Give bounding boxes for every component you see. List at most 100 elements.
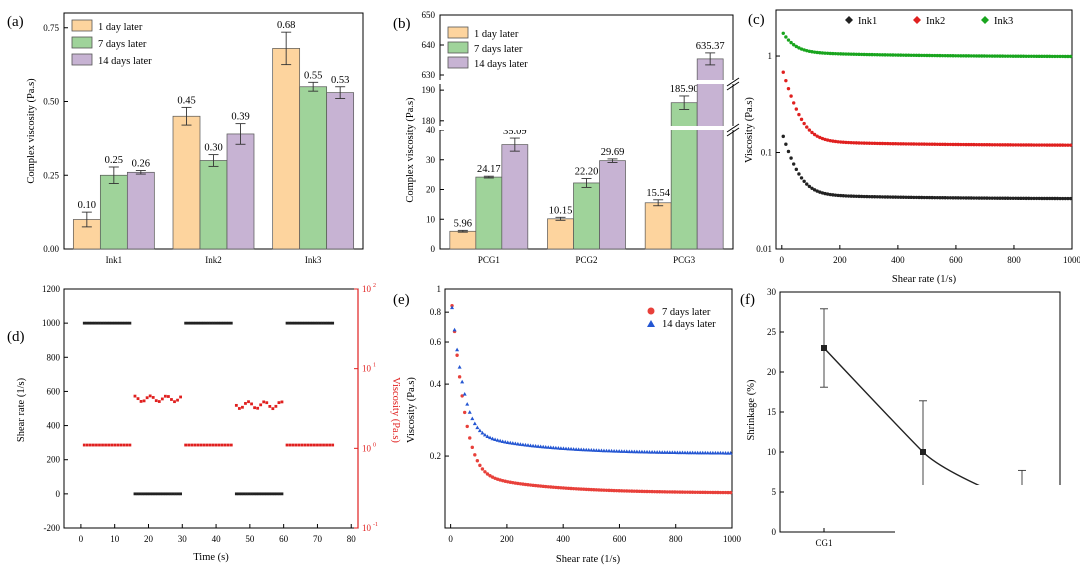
data-point bbox=[470, 416, 475, 421]
data-point bbox=[513, 441, 518, 446]
data-point bbox=[846, 52, 851, 56]
data-point bbox=[698, 450, 703, 455]
x-tick-label: 80 bbox=[347, 534, 357, 544]
data-point bbox=[1055, 196, 1060, 201]
shear-rate-point bbox=[174, 492, 177, 496]
data-point bbox=[899, 142, 903, 146]
bar bbox=[449, 230, 477, 250]
data-point bbox=[541, 484, 545, 489]
data-point bbox=[632, 449, 637, 454]
viscosity-point bbox=[316, 443, 319, 447]
data-point bbox=[1061, 196, 1065, 201]
shear-rate-point bbox=[133, 492, 137, 496]
legend-marker bbox=[913, 16, 921, 24]
viscosity-point bbox=[205, 443, 209, 447]
data-point bbox=[468, 436, 472, 440]
data-point bbox=[980, 196, 984, 200]
data-point bbox=[1040, 54, 1044, 59]
data-point bbox=[802, 48, 806, 52]
plot-frame bbox=[775, 9, 1073, 250]
data-point bbox=[670, 490, 675, 494]
data-point bbox=[1016, 196, 1021, 201]
data-point bbox=[559, 486, 563, 490]
y-tick-label: 0.00 bbox=[43, 244, 59, 254]
legend-7days-label: 7 days later bbox=[474, 44, 523, 55]
viscosity-point bbox=[214, 443, 218, 447]
shear-rate-point bbox=[305, 321, 309, 325]
data-point bbox=[985, 143, 989, 147]
shear-rate-point bbox=[224, 321, 228, 325]
data-point bbox=[640, 489, 644, 494]
data-point bbox=[526, 443, 531, 447]
viscosity-point bbox=[184, 443, 188, 447]
data-point bbox=[964, 142, 968, 147]
data-point bbox=[904, 142, 908, 146]
x-tick-label: CG1 bbox=[815, 538, 832, 548]
data-point bbox=[825, 51, 830, 56]
bar bbox=[172, 115, 201, 250]
shear-rate-point bbox=[260, 492, 264, 496]
viscosity-point bbox=[271, 407, 275, 411]
shear-rate-point bbox=[110, 321, 114, 325]
shear-rate-point bbox=[247, 492, 251, 496]
data-point bbox=[632, 489, 637, 493]
y-tick-label: 0.6 bbox=[430, 337, 442, 347]
data-point bbox=[823, 137, 827, 142]
data-point bbox=[867, 194, 872, 199]
data-point bbox=[953, 196, 958, 200]
data-point bbox=[875, 141, 879, 146]
data-point bbox=[462, 392, 467, 396]
shear-rate-point bbox=[323, 321, 327, 325]
x-tick-label: 60 bbox=[279, 534, 289, 544]
shear-rate-point bbox=[245, 492, 248, 496]
data-point bbox=[556, 446, 561, 450]
viscosity-point bbox=[128, 443, 132, 447]
data-point bbox=[619, 449, 624, 453]
data-point bbox=[703, 490, 707, 495]
viscosity-point bbox=[157, 400, 161, 403]
data-point bbox=[891, 195, 895, 199]
panel-c: 0 200 400 600 800 1000 0.01 0.1 1 (c) Shear rate (… bbox=[744, 9, 1080, 285]
bar bbox=[199, 160, 228, 250]
data-point bbox=[1019, 196, 1023, 201]
data-point bbox=[883, 195, 887, 199]
data-point bbox=[718, 490, 723, 495]
shear-rate-point bbox=[153, 492, 157, 496]
y-tick-label: 0 bbox=[431, 244, 436, 254]
legend-marker bbox=[647, 320, 655, 327]
data-point bbox=[655, 490, 659, 494]
data-point bbox=[450, 305, 455, 310]
data-point bbox=[938, 196, 942, 200]
shear-rate-point bbox=[151, 492, 155, 496]
legend-label: Ink1 bbox=[858, 16, 877, 27]
legend-14days-label: 14 days later bbox=[474, 59, 528, 70]
shear-rate-point bbox=[138, 492, 142, 496]
data-point bbox=[865, 194, 869, 199]
data-point bbox=[948, 54, 953, 58]
viscosity-point bbox=[208, 443, 212, 447]
shear-rate-point bbox=[171, 492, 175, 496]
data-point bbox=[972, 196, 976, 200]
data-point bbox=[457, 375, 462, 379]
data-point bbox=[1053, 196, 1057, 201]
data-point bbox=[589, 448, 594, 452]
y-axis-label: Viscosity (Pa.s) bbox=[744, 97, 755, 163]
data-point bbox=[815, 134, 819, 138]
data-point bbox=[969, 54, 974, 58]
data-point bbox=[1034, 196, 1039, 201]
data-point bbox=[912, 142, 916, 146]
data-point bbox=[1037, 196, 1041, 201]
viscosity-point bbox=[211, 443, 215, 447]
shear-rate-point bbox=[272, 492, 276, 496]
data-point bbox=[558, 446, 563, 450]
data-point bbox=[1008, 143, 1013, 147]
data-point bbox=[551, 445, 556, 450]
data-point bbox=[854, 52, 859, 56]
data-point bbox=[909, 53, 913, 57]
data-point bbox=[531, 483, 535, 488]
data-point bbox=[531, 443, 536, 448]
bar bbox=[547, 218, 574, 250]
viscosity-point bbox=[119, 443, 123, 447]
shear-rate-point bbox=[321, 321, 324, 325]
y-tick-label: 200 bbox=[47, 455, 61, 465]
